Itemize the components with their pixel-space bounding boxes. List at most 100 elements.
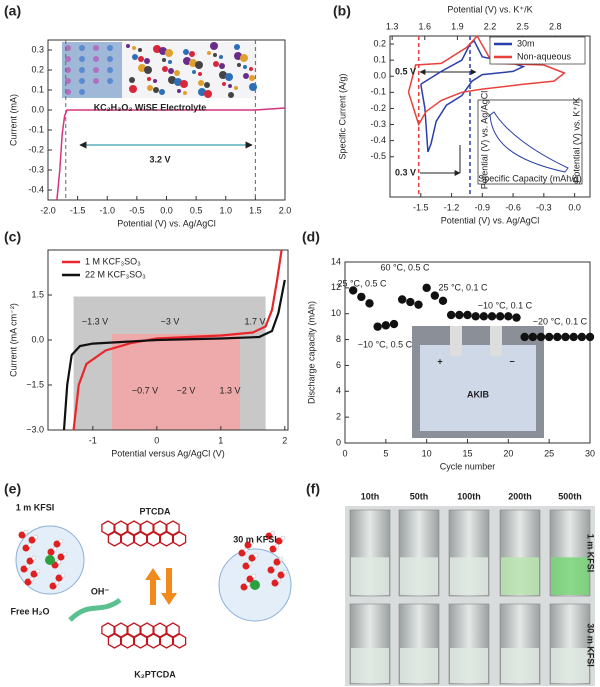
data-point	[544, 332, 554, 342]
molecule	[168, 60, 172, 64]
photo-text: AKIB	[467, 389, 489, 399]
hydrogen	[251, 573, 257, 579]
water	[22, 544, 30, 552]
hydrogen	[247, 560, 253, 566]
tab	[450, 326, 462, 356]
y-tick-label: 4	[336, 386, 341, 396]
pouch-cell	[420, 345, 536, 431]
atom	[93, 45, 99, 51]
x2-tick-label: 2.8	[549, 21, 562, 31]
molecule	[195, 61, 203, 69]
hydrogen	[274, 543, 280, 549]
annotation: 60 °C, 0.5 C	[380, 262, 430, 272]
data-point	[536, 332, 546, 342]
water	[269, 545, 277, 553]
panel-label: (c)	[4, 229, 21, 245]
diagram-label: 1 m KFSI	[16, 502, 55, 512]
x-tick-label: 2	[282, 435, 287, 445]
x-tick-label: -1.5	[70, 205, 86, 215]
molecule	[192, 70, 196, 74]
x-tick-label: -0.6	[505, 202, 521, 212]
molecule	[132, 46, 136, 50]
annotation: −20 °C, 0.1 C	[533, 316, 588, 326]
x-tick-label: -0.3	[536, 202, 552, 212]
hydrogen	[31, 555, 37, 561]
x-tick-label: 5	[383, 448, 388, 458]
photo-text: +	[437, 356, 442, 366]
y-axis-title: Current (mA)	[8, 94, 18, 146]
atom	[79, 56, 85, 62]
atom	[65, 45, 71, 51]
atom	[79, 45, 85, 51]
x-tick-label: 1.0	[219, 205, 232, 215]
x-tick-label: -0.5	[129, 205, 145, 215]
row-label: 1 m KFSI	[586, 534, 596, 573]
data-point	[438, 296, 448, 305]
y-tick-label: 0.2	[373, 38, 386, 48]
data-point	[577, 332, 587, 342]
x-tick-label: 10	[422, 448, 432, 458]
molecule	[240, 54, 248, 62]
annotation: 0.5 V	[395, 66, 416, 76]
water	[271, 579, 279, 587]
atom	[79, 78, 85, 84]
liquid	[501, 557, 539, 595]
water	[26, 557, 34, 565]
x-tick-label: 25	[544, 448, 554, 458]
green-stream	[68, 597, 122, 622]
water	[242, 562, 250, 570]
hydrogen	[25, 563, 31, 569]
atom	[65, 56, 71, 62]
x2-tick-label: 2.5	[516, 21, 529, 31]
annotation: 3.2 V	[149, 154, 170, 164]
hydrogen	[29, 576, 35, 582]
hydrogen	[249, 539, 255, 545]
data-point	[455, 310, 464, 320]
x2-tick-label: 1.3	[386, 21, 399, 31]
y-tick-label: 0.2	[31, 64, 44, 74]
x-tick-label: 15	[462, 448, 472, 458]
molecule	[162, 58, 166, 62]
atom	[107, 56, 113, 62]
liquid	[450, 557, 488, 595]
water	[53, 540, 61, 548]
hydrogen	[56, 559, 62, 565]
data-point	[487, 312, 497, 321]
data-point	[585, 332, 595, 342]
x-axis-title: Potential versus Ag/AgCl (V)	[111, 448, 225, 458]
x2-tick-label: 2.2	[484, 21, 497, 31]
molecule	[183, 91, 187, 95]
molecule	[219, 63, 225, 69]
atom	[65, 67, 71, 73]
y-tick-label: 0	[336, 437, 341, 447]
water	[20, 565, 28, 573]
water	[248, 554, 256, 562]
atom	[107, 45, 113, 51]
column-label: 100th	[457, 491, 481, 501]
molecule	[153, 79, 157, 83]
x-tick-label: -1	[89, 435, 97, 445]
decorations	[15, 69, 591, 685]
molecule	[228, 84, 232, 88]
column-label: 50th	[410, 491, 429, 501]
x-tick-label: 30	[585, 448, 595, 458]
liquid	[400, 557, 438, 595]
annotation: KC₂H₃O₂ WiSE Electrolyte	[94, 102, 207, 112]
y-tick-label: 8	[336, 334, 341, 344]
y-tick-label: 6	[336, 360, 341, 370]
data-point	[422, 283, 431, 293]
x-tick-label: 0	[342, 448, 347, 458]
molecule	[207, 51, 211, 55]
hydrogen	[35, 568, 41, 574]
shaded-region	[112, 334, 240, 430]
molecule	[204, 90, 212, 98]
molecule	[165, 49, 173, 57]
diagram-label: PTCDA	[140, 506, 171, 516]
hydrogen	[280, 535, 286, 541]
panel-label: (f)	[306, 481, 320, 497]
molecule	[243, 73, 249, 79]
atom	[93, 56, 99, 62]
x-tick-label: -1.2	[444, 202, 460, 212]
atom	[93, 78, 99, 84]
